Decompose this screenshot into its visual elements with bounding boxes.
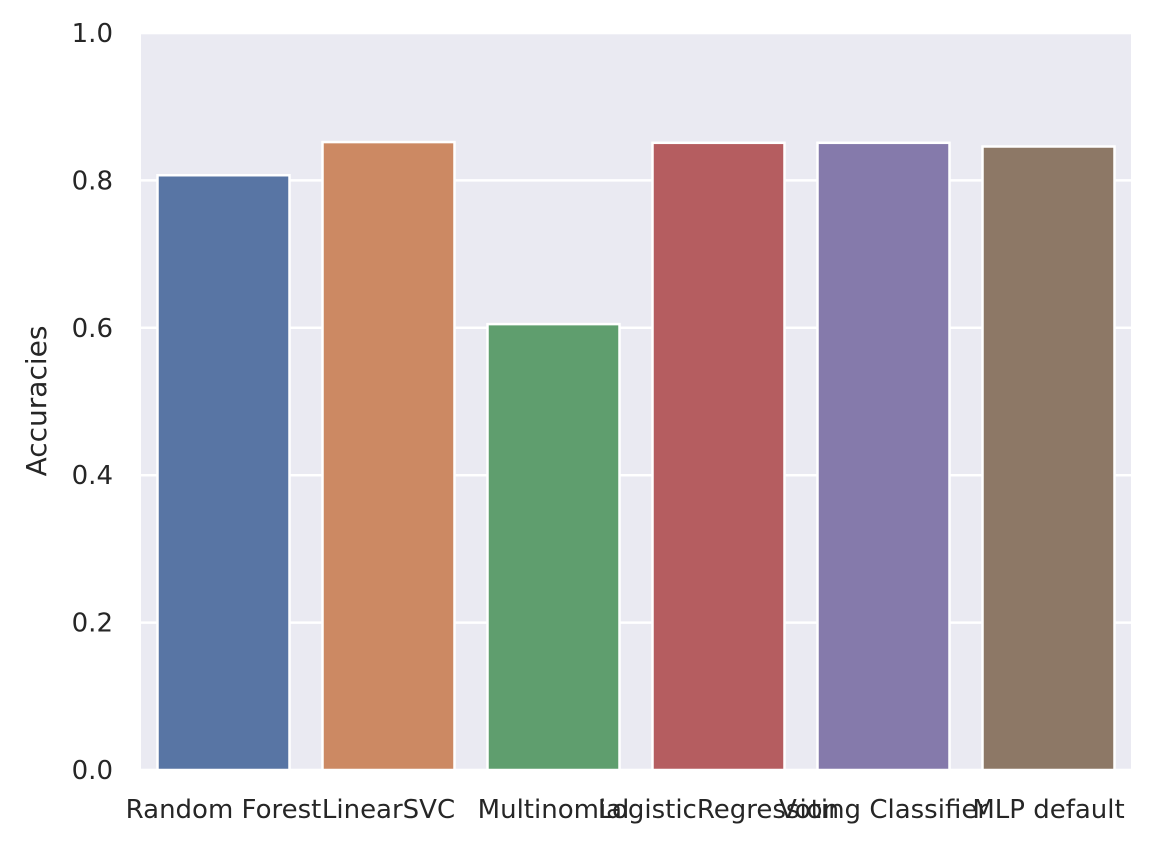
y-tick-label: 0.6 xyxy=(72,314,113,344)
y-tick-label: 1.0 xyxy=(72,19,113,49)
bar xyxy=(651,141,786,772)
x-tick-label: LogisticRegression xyxy=(598,795,839,825)
bar xyxy=(321,140,456,772)
x-tick-label: Random Forest xyxy=(126,795,322,825)
x-tick-label: LinearSVC xyxy=(322,795,455,825)
grid-lines xyxy=(141,31,1131,772)
bars xyxy=(156,140,1116,772)
y-tick-label: 0.4 xyxy=(72,461,113,491)
x-tick-label: Multinomial xyxy=(478,795,630,825)
x-tick-label: MLP default xyxy=(972,795,1124,825)
y-axis-label: Accuracies xyxy=(20,326,53,477)
plot-area xyxy=(141,33,1131,770)
bar xyxy=(981,145,1116,772)
bar xyxy=(156,173,291,772)
bar xyxy=(816,141,951,772)
x-tick-label: Voting Classifier xyxy=(779,795,988,825)
y-tick-label: 0.0 xyxy=(72,756,113,786)
x-tick-labels: Random Forest LinearSVC MultinomialLogisti… xyxy=(126,795,1125,825)
bar xyxy=(486,322,621,772)
y-tick-labels: 0.0 0.2 0.4 0.6 0.8 1.0 xyxy=(72,19,113,786)
y-tick-label: 0.8 xyxy=(72,166,113,196)
y-tick-label: 0.2 xyxy=(72,609,113,639)
